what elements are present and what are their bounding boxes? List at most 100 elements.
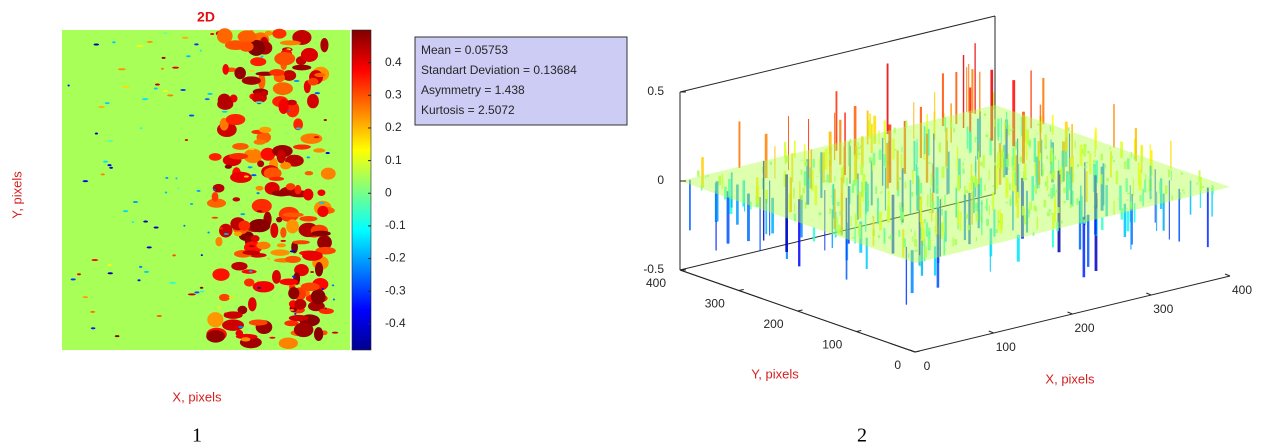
heatmap-texture (160, 67, 164, 70)
heatmap-texture (234, 231, 243, 237)
heatmap-texture (271, 269, 281, 284)
heatmap-texture (187, 293, 196, 296)
heatmap-texture (320, 37, 329, 53)
heatmap-texture (184, 139, 189, 142)
heatmap-texture (300, 47, 319, 62)
heatmap-texture (212, 183, 225, 193)
heatmap-texture (212, 268, 230, 281)
heatmap-texture (300, 133, 323, 144)
heatmap-texture (263, 167, 282, 180)
heatmap-texture (256, 210, 263, 213)
x-tick-label: 0 (924, 359, 931, 373)
z-tick-label: 0 (657, 173, 664, 187)
heatmap-texture (196, 189, 201, 192)
heatmap-texture (194, 291, 200, 294)
heatmap-texture (280, 239, 286, 242)
heatmap-texture (232, 142, 249, 150)
y-tick-label: 100 (822, 338, 842, 352)
heatmap-texture (90, 310, 96, 313)
heatmap-texture (280, 161, 292, 170)
heatmap-texture (247, 297, 257, 312)
heatmap-texture (284, 320, 299, 327)
stats-line: Asymmetry = 1.438 (421, 83, 525, 97)
x-tick-label: 400 (1232, 283, 1252, 297)
heatmap-texture (279, 278, 299, 286)
y-tick (856, 330, 862, 332)
heatmap-texture (307, 93, 319, 109)
heatmap-texture (146, 246, 152, 249)
heatmap-texture (282, 70, 297, 81)
x-tick (909, 349, 916, 353)
heatmap-texture (222, 319, 245, 331)
heatmap-texture (243, 148, 263, 164)
heatmap-texture (199, 286, 204, 289)
heatmap-texture (257, 286, 261, 289)
heatmap-texture (286, 219, 299, 234)
heatmap-texture (248, 319, 268, 326)
heatmap-texture (70, 278, 76, 281)
heatmap-texture (274, 52, 296, 66)
x-tick (988, 330, 994, 334)
heatmap-texture (139, 127, 143, 130)
heatmap-texture (199, 290, 205, 293)
heatmap-texture (93, 43, 100, 46)
heatmap-texture (235, 333, 258, 340)
heatmap-texture (255, 185, 264, 191)
heatmap-texture (155, 83, 160, 86)
heatmap-texture (161, 56, 166, 59)
heatmap-texture (317, 205, 329, 218)
heatmap-texture (144, 270, 149, 273)
heatmap-texture (241, 76, 261, 85)
heatmap-texture (181, 36, 189, 39)
heatmap-texture (82, 296, 89, 299)
heatmap-texture (294, 184, 302, 195)
heatmap-texture (216, 28, 233, 44)
heatmap-texture (313, 148, 326, 153)
heatmap-texture (279, 40, 301, 46)
heatmap-texture (270, 222, 279, 239)
heatmap-texture (77, 273, 81, 276)
heatmap-texture (188, 114, 195, 117)
surface-plane (680, 105, 1230, 263)
x-tick-label: 200 (1074, 321, 1094, 335)
heatmap-texture (211, 216, 219, 219)
heatmap-texture (217, 306, 221, 309)
stats-line: Standart Deviation = 0.13684 (421, 63, 577, 77)
heatmap-texture (107, 164, 112, 167)
heatmap-texture (200, 254, 203, 257)
heatmap-texture (218, 293, 230, 302)
heatmap-texture (269, 69, 285, 76)
x-tick (1067, 311, 1073, 315)
heatmap-texture (106, 104, 114, 107)
heatmap-texture (153, 226, 159, 229)
colorbar-tick-label: -0.4 (385, 316, 406, 330)
heatmap-texture (303, 188, 314, 201)
heatmap-texture (67, 84, 70, 87)
heatmap-texture (94, 132, 98, 135)
heatmap-texture (276, 243, 287, 248)
heatmap-texture (217, 93, 231, 107)
heatmap-texture (229, 94, 238, 103)
heatmap-texture (272, 28, 287, 39)
heatmap-texture (189, 203, 194, 206)
heatmap-texture (136, 45, 144, 48)
heatmap-texture (250, 174, 257, 177)
heatmap-texture (313, 136, 320, 139)
heatmap-texture (117, 68, 126, 71)
heatmap-texture (264, 30, 273, 36)
colorbar-tick-label: 0 (385, 185, 392, 199)
heatmap-texture (177, 187, 180, 190)
heatmap-texture (311, 230, 331, 237)
z-tick-label: 0.5 (647, 84, 664, 98)
stats-line: Mean = 0.05753 (421, 43, 508, 57)
heatmap-texture (208, 153, 222, 161)
colorbar (351, 29, 372, 351)
heatmap-texture (154, 79, 159, 82)
heatmap-texture (289, 250, 296, 253)
heatmap-texture (210, 32, 215, 35)
x-axis-label: X, pixels (172, 389, 222, 404)
heatmap-texture (280, 227, 287, 238)
heatmap-texture (248, 270, 253, 273)
heatmap-texture (299, 215, 318, 222)
